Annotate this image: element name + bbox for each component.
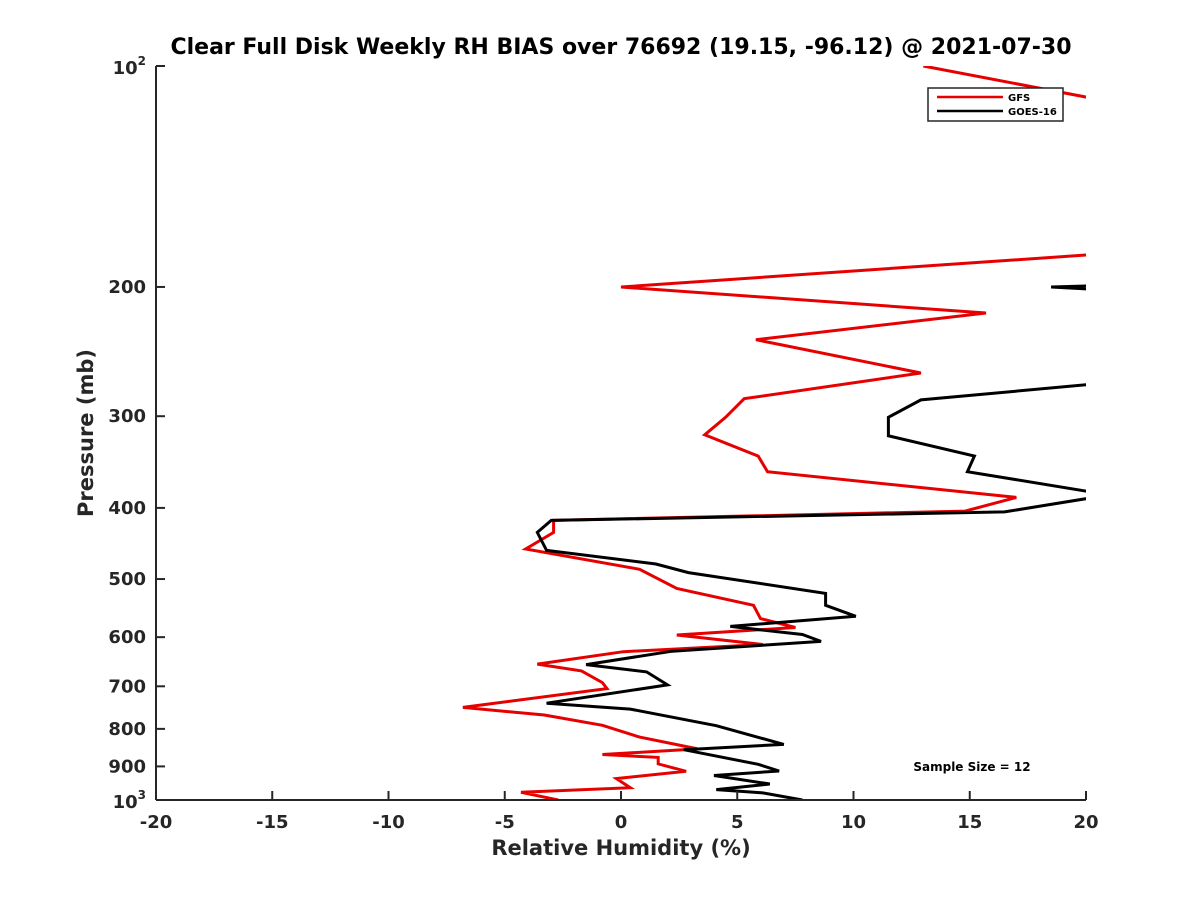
legend-box	[927, 87, 1064, 122]
y-tick-label: 102	[113, 54, 146, 79]
x-tick-label: 0	[615, 812, 628, 833]
y-tick-label: 600	[108, 627, 146, 648]
legend: GFS GOES-16	[927, 87, 1064, 122]
x-tick-label: -5	[495, 812, 515, 833]
y-tick-label: 700	[108, 676, 146, 697]
sample-size-annotation: Sample Size = 12	[913, 760, 1030, 774]
x-tick-label: -10	[372, 812, 405, 833]
y-ticks: 102 200 300 400 500 600 700 800 900 103	[108, 54, 165, 813]
legend-label-gfs: GFS	[1008, 93, 1030, 104]
y-tick-label: 500	[108, 569, 146, 590]
x-ticks: -20 -15 -10 -5 0 5 10 15 20	[140, 791, 1099, 833]
series-line-goes-16	[1051, 284, 1086, 291]
series-line-goes-16	[535, 383, 1086, 800]
y-tick-label: 800	[108, 719, 146, 740]
x-axis-label: Relative Humidity (%)	[491, 836, 750, 860]
legend-label-goes16: GOES-16	[1008, 107, 1057, 118]
y-axis-label: Pressure (mb)	[74, 349, 98, 517]
y-tick-label: 103	[113, 788, 146, 813]
x-tick-label: 15	[957, 812, 982, 833]
series-line-gfs	[923, 66, 1086, 99]
x-tick-label: 20	[1073, 812, 1098, 833]
series-line-gfs	[462, 253, 1086, 800]
series-layer	[462, 66, 1086, 800]
x-tick-label: -15	[256, 812, 289, 833]
x-tick-label: 5	[731, 812, 744, 833]
y-tick-label: 300	[108, 406, 146, 427]
x-tick-label: 10	[841, 812, 866, 833]
y-tick-label: 400	[108, 498, 146, 519]
y-tick-label: 200	[108, 277, 146, 298]
y-tick-label: 900	[108, 756, 146, 777]
x-tick-label: -20	[140, 812, 173, 833]
chart-title: Clear Full Disk Weekly RH BIAS over 7669…	[170, 35, 1071, 60]
